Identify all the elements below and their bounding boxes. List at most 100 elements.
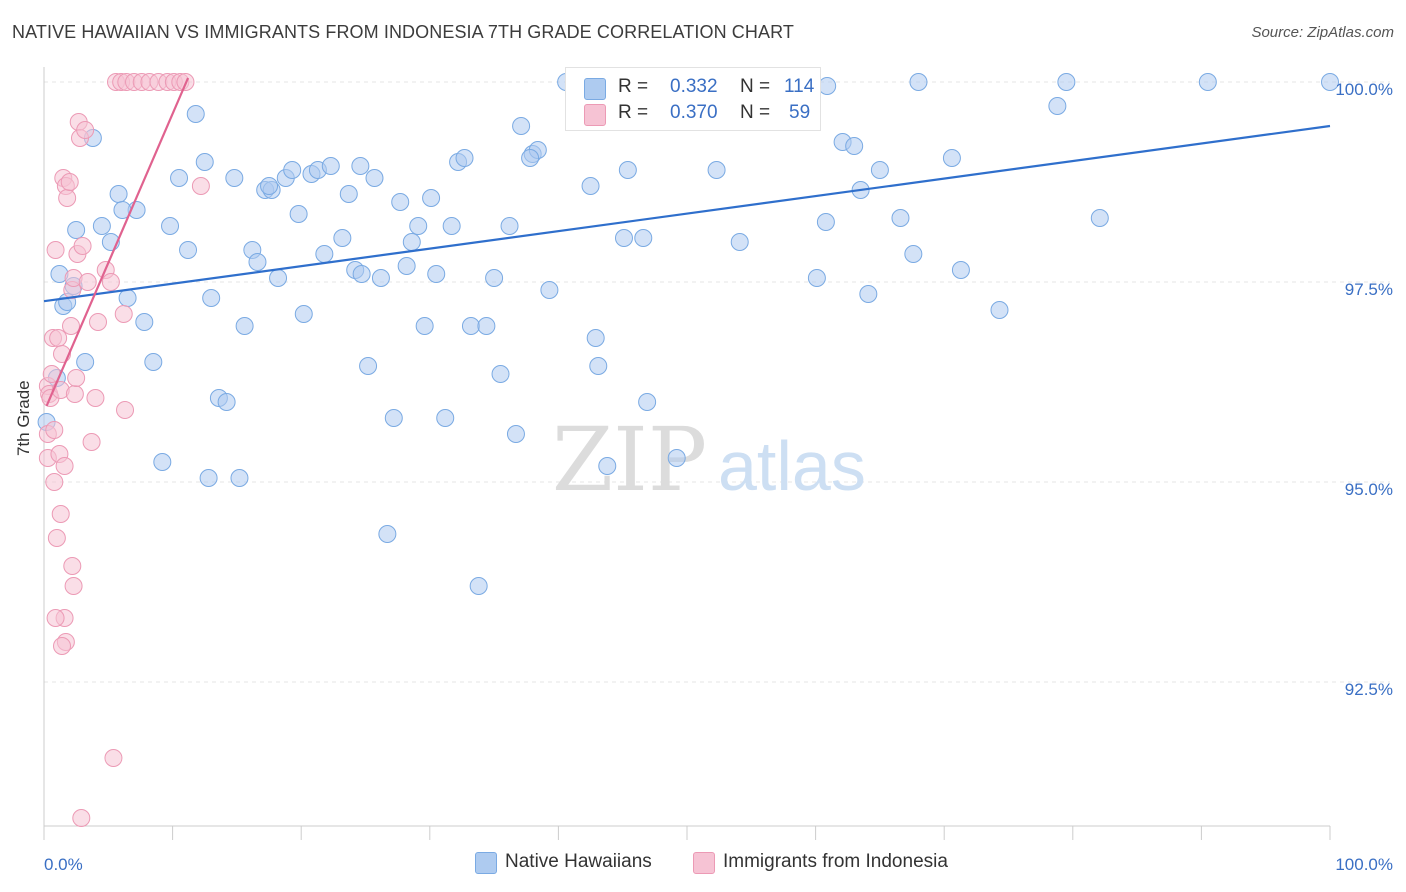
indonesia-point [49,329,68,347]
native-hawaiian-point [365,169,384,187]
native-hawaiian-point [951,261,970,279]
native-hawaiian-point [333,229,352,247]
native-hawaiian-point [816,213,835,231]
y-tick-label: 92.5% [1345,680,1393,699]
legend-r-value: 0.370 [670,102,718,123]
native-hawaiian-point [153,453,172,471]
native-hawaiian-point [67,221,86,239]
native-hawaiian-point [283,161,302,179]
native-hawaiian-point [477,317,496,335]
native-hawaiian-point [618,161,637,179]
native-hawaiian-point [1090,209,1109,227]
native-hawaiian-point [170,169,189,187]
indonesia-point [86,389,105,407]
legend-n-value: 59 [789,102,811,123]
native-hawaiian-point [248,253,267,271]
indonesia-point [53,637,72,655]
native-hawaiian-point [469,577,488,595]
y-tick-label: 97.5% [1345,280,1393,299]
indonesia-point [60,173,79,191]
native-hawaiian-point [217,393,236,411]
native-hawaiian-point [118,289,137,307]
legend-r-value: 0.332 [670,76,718,97]
legend-label: Immigrants from Indonesia [723,851,948,872]
native-hawaiian-point [589,357,608,375]
native-hawaiian-point [260,177,279,195]
watermark: ZIP atlas [552,408,866,511]
native-hawaiian-point [315,245,334,263]
legend-r-label: R = [618,102,649,123]
native-hawaiian-point [135,313,154,331]
indonesia-point [55,457,74,475]
tick-labels: 100.0% 97.5% 95.0% 92.5% 0.0% 100.0% [44,80,1393,874]
native-hawaiian-point [707,161,726,179]
native-hawaiian-point [352,265,371,283]
legend-swatch-blue [584,78,606,100]
indonesia-point [89,313,108,331]
native-hawaiian-point [144,353,163,371]
native-hawaiian-point [161,217,180,235]
legend-swatch-pink [693,852,715,874]
indonesia-point [46,241,65,259]
indonesia-point [76,121,95,139]
native-hawaiian-point [179,241,198,259]
stats-legend: R = 0.332 N = 114 R = 0.370 N = 59 [565,67,821,131]
native-hawaiian-point [845,137,864,155]
native-hawaiian-point [294,305,313,323]
indonesia-point [78,273,97,291]
native-hawaiian-point [1321,73,1339,91]
y-tick-label: 95.0% [1345,480,1393,499]
native-hawaiian-point [289,205,308,223]
legend-n-label: N = [740,102,771,123]
legend-n-value: 114 [784,76,815,97]
native-hawaiian-point [195,153,214,171]
native-hawaiian-point [581,177,600,195]
native-hawaiian-point [1057,73,1076,91]
native-hawaiian-point [634,229,653,247]
native-hawaiian-point [391,193,410,211]
indonesia-point [65,385,84,403]
native-hawaiian-point [730,233,749,251]
native-hawaiian-point [512,117,531,135]
legend-n-label: N = [740,76,771,97]
x-tick-label: 100.0% [1335,855,1393,874]
native-hawaiian-point [904,245,923,263]
native-hawaiian-point [891,209,910,227]
indonesia-trend-line [45,77,190,407]
x-tick-label: 0.0% [44,855,83,874]
native-hawaiian-point [359,357,378,375]
native-hawaiian-point [442,217,461,235]
native-hawaiian-point [109,185,128,203]
native-hawaiian-point [384,409,403,427]
native-hawaiian-point [461,317,480,335]
indonesia-point [62,317,81,335]
native-hawaiian-point [339,185,358,203]
chart-title: NATIVE HAWAIIAN VS IMMIGRANTS FROM INDON… [12,22,794,42]
trend-lines [43,77,1331,407]
indonesia-point [58,189,77,207]
native-hawaiian-point [521,149,540,167]
indonesia-point [64,577,83,595]
indonesia-point [46,609,65,627]
native-hawaiian-point [942,149,961,167]
native-hawaiian-point [540,281,559,299]
native-hawaiian-point [1198,73,1217,91]
native-hawaiian-point [909,73,928,91]
native-hawaiian-point [351,157,370,175]
legend-swatch-pink [584,104,606,126]
indonesia-point [116,401,135,419]
indonesia-point [82,433,101,451]
native-hawaiian-point [402,233,421,251]
native-hawaiian-point [235,317,254,335]
native-hawaiian-point [397,257,416,275]
legend-label: Native Hawaiians [505,851,652,872]
native-hawaiian-point [269,269,288,287]
indonesia-point [101,273,120,291]
native-hawaiian-point [371,269,390,287]
native-hawaiian-point [455,149,474,167]
indonesia-point [73,237,92,255]
indonesia-point [72,809,91,827]
native-hawaiian-point [422,189,441,207]
indonesia-point [114,305,133,323]
indonesia-point [45,421,64,439]
